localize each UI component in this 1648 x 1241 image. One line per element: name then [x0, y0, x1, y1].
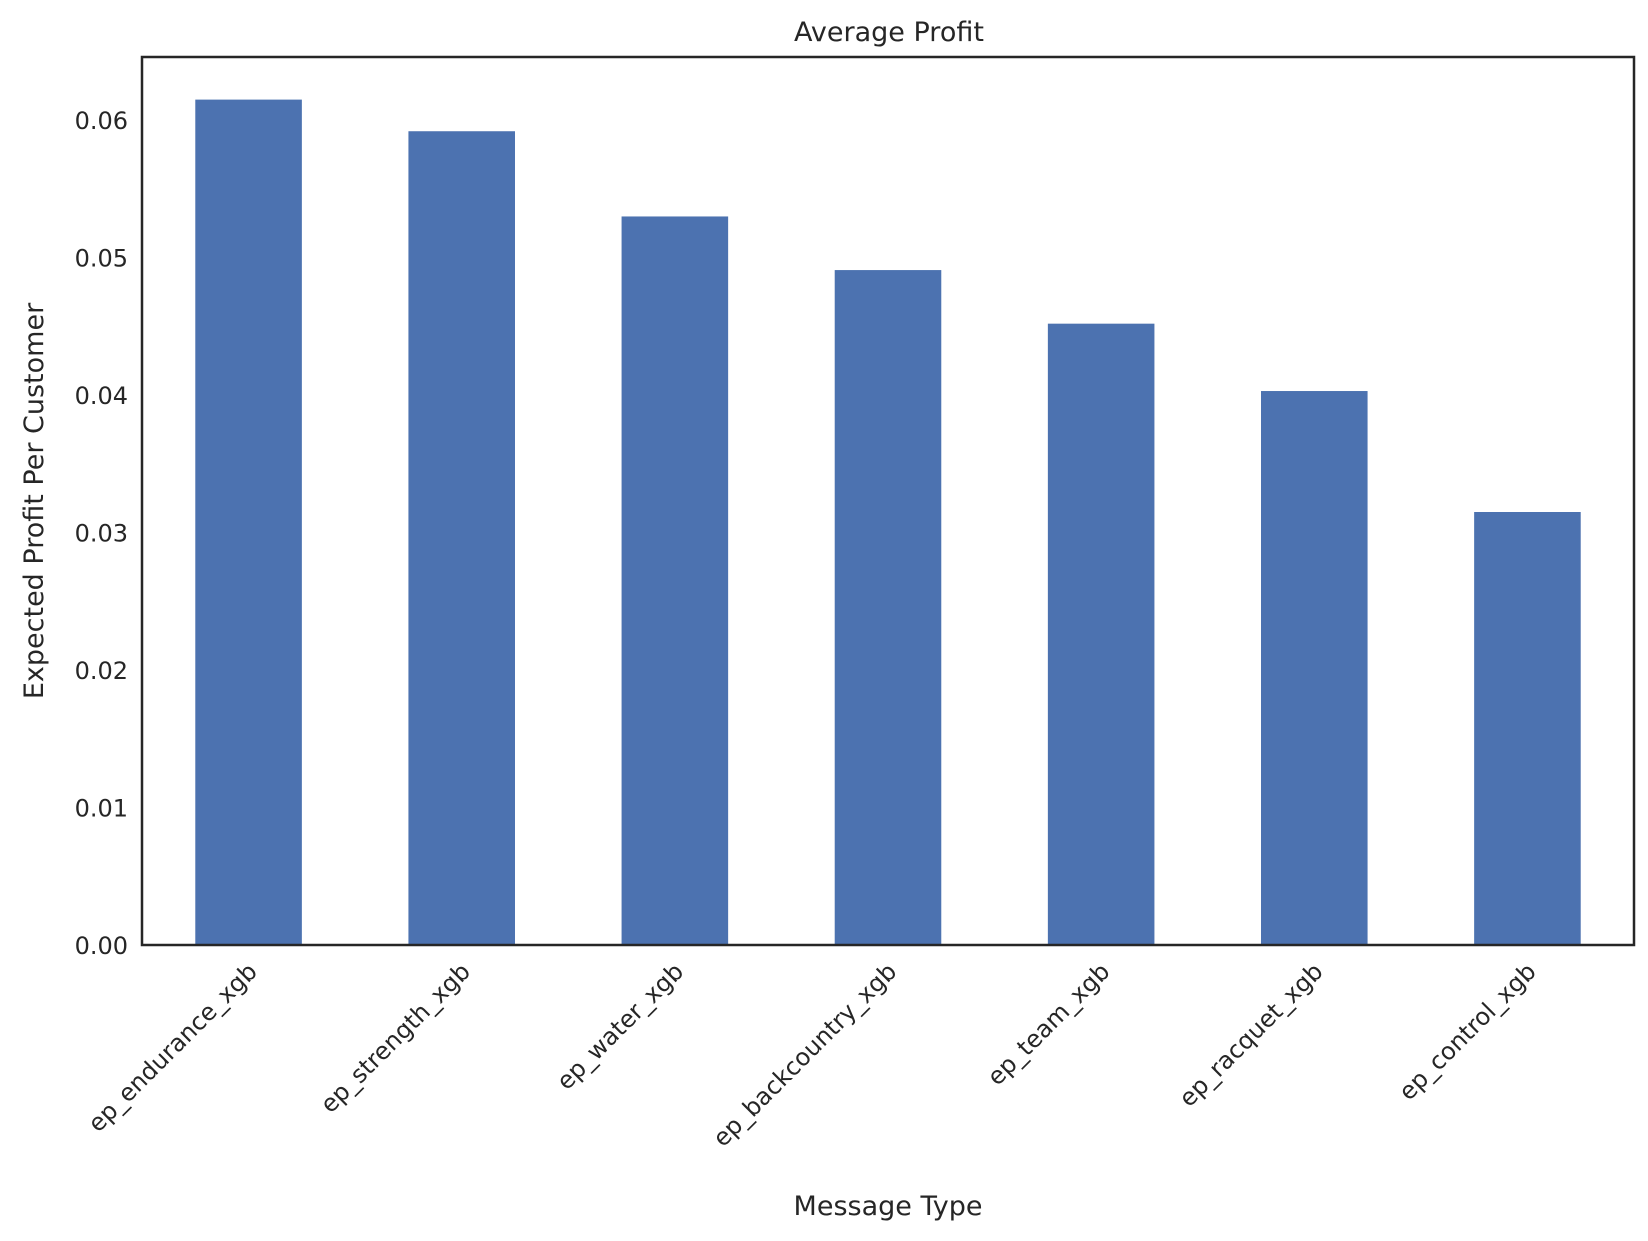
bars-layer — [195, 99, 1581, 946]
bar-ep_strength_xgb — [408, 131, 515, 946]
bar-ep_team_xgb — [1047, 323, 1155, 945]
chart-title: Average Profit — [794, 17, 984, 48]
y-tick-label: 0.05 — [75, 245, 128, 273]
x-tick-label: ep_backcountry_xgb — [707, 957, 902, 1152]
x-tick-label: ep_endurance_xgb — [83, 957, 263, 1137]
x-tick-label: ep_strength_xgb — [315, 957, 476, 1118]
y-axis-ticks: 0.00 0.01 0.02 0.03 0.04 0.05 0.06 — [75, 107, 128, 960]
x-tick-label: ep_team_xgb — [982, 957, 1116, 1091]
y-axis-label: Expected Profit Per Customer — [19, 302, 50, 699]
y-tick-label: 0.01 — [75, 795, 128, 823]
x-axis-label: Message Type — [794, 1191, 983, 1222]
bar-ep_control_xgb — [1474, 512, 1581, 945]
x-tick-label: ep_control_xgb — [1393, 957, 1541, 1105]
y-tick-label: 0.03 — [75, 520, 128, 548]
x-tick-label: ep_water_xgb — [551, 957, 689, 1095]
bar-ep_racquet_xgb — [1261, 391, 1368, 945]
y-tick-label: 0.02 — [75, 657, 128, 685]
x-tick-label: ep_racquet_xgb — [1174, 957, 1329, 1112]
bar-ep_endurance_xgb — [195, 99, 302, 946]
x-axis-ticks: ep_endurance_xgb ep_strength_xgb ep_water_… — [83, 957, 1542, 1152]
bar-ep_backcountry_xgb — [834, 270, 942, 945]
y-tick-label: 0.04 — [75, 382, 128, 410]
plot-frame — [140, 55, 1636, 947]
y-tick-label: 0.06 — [75, 107, 128, 135]
bar-ep_water_xgb — [621, 216, 729, 945]
y-tick-label: 0.00 — [75, 932, 128, 960]
